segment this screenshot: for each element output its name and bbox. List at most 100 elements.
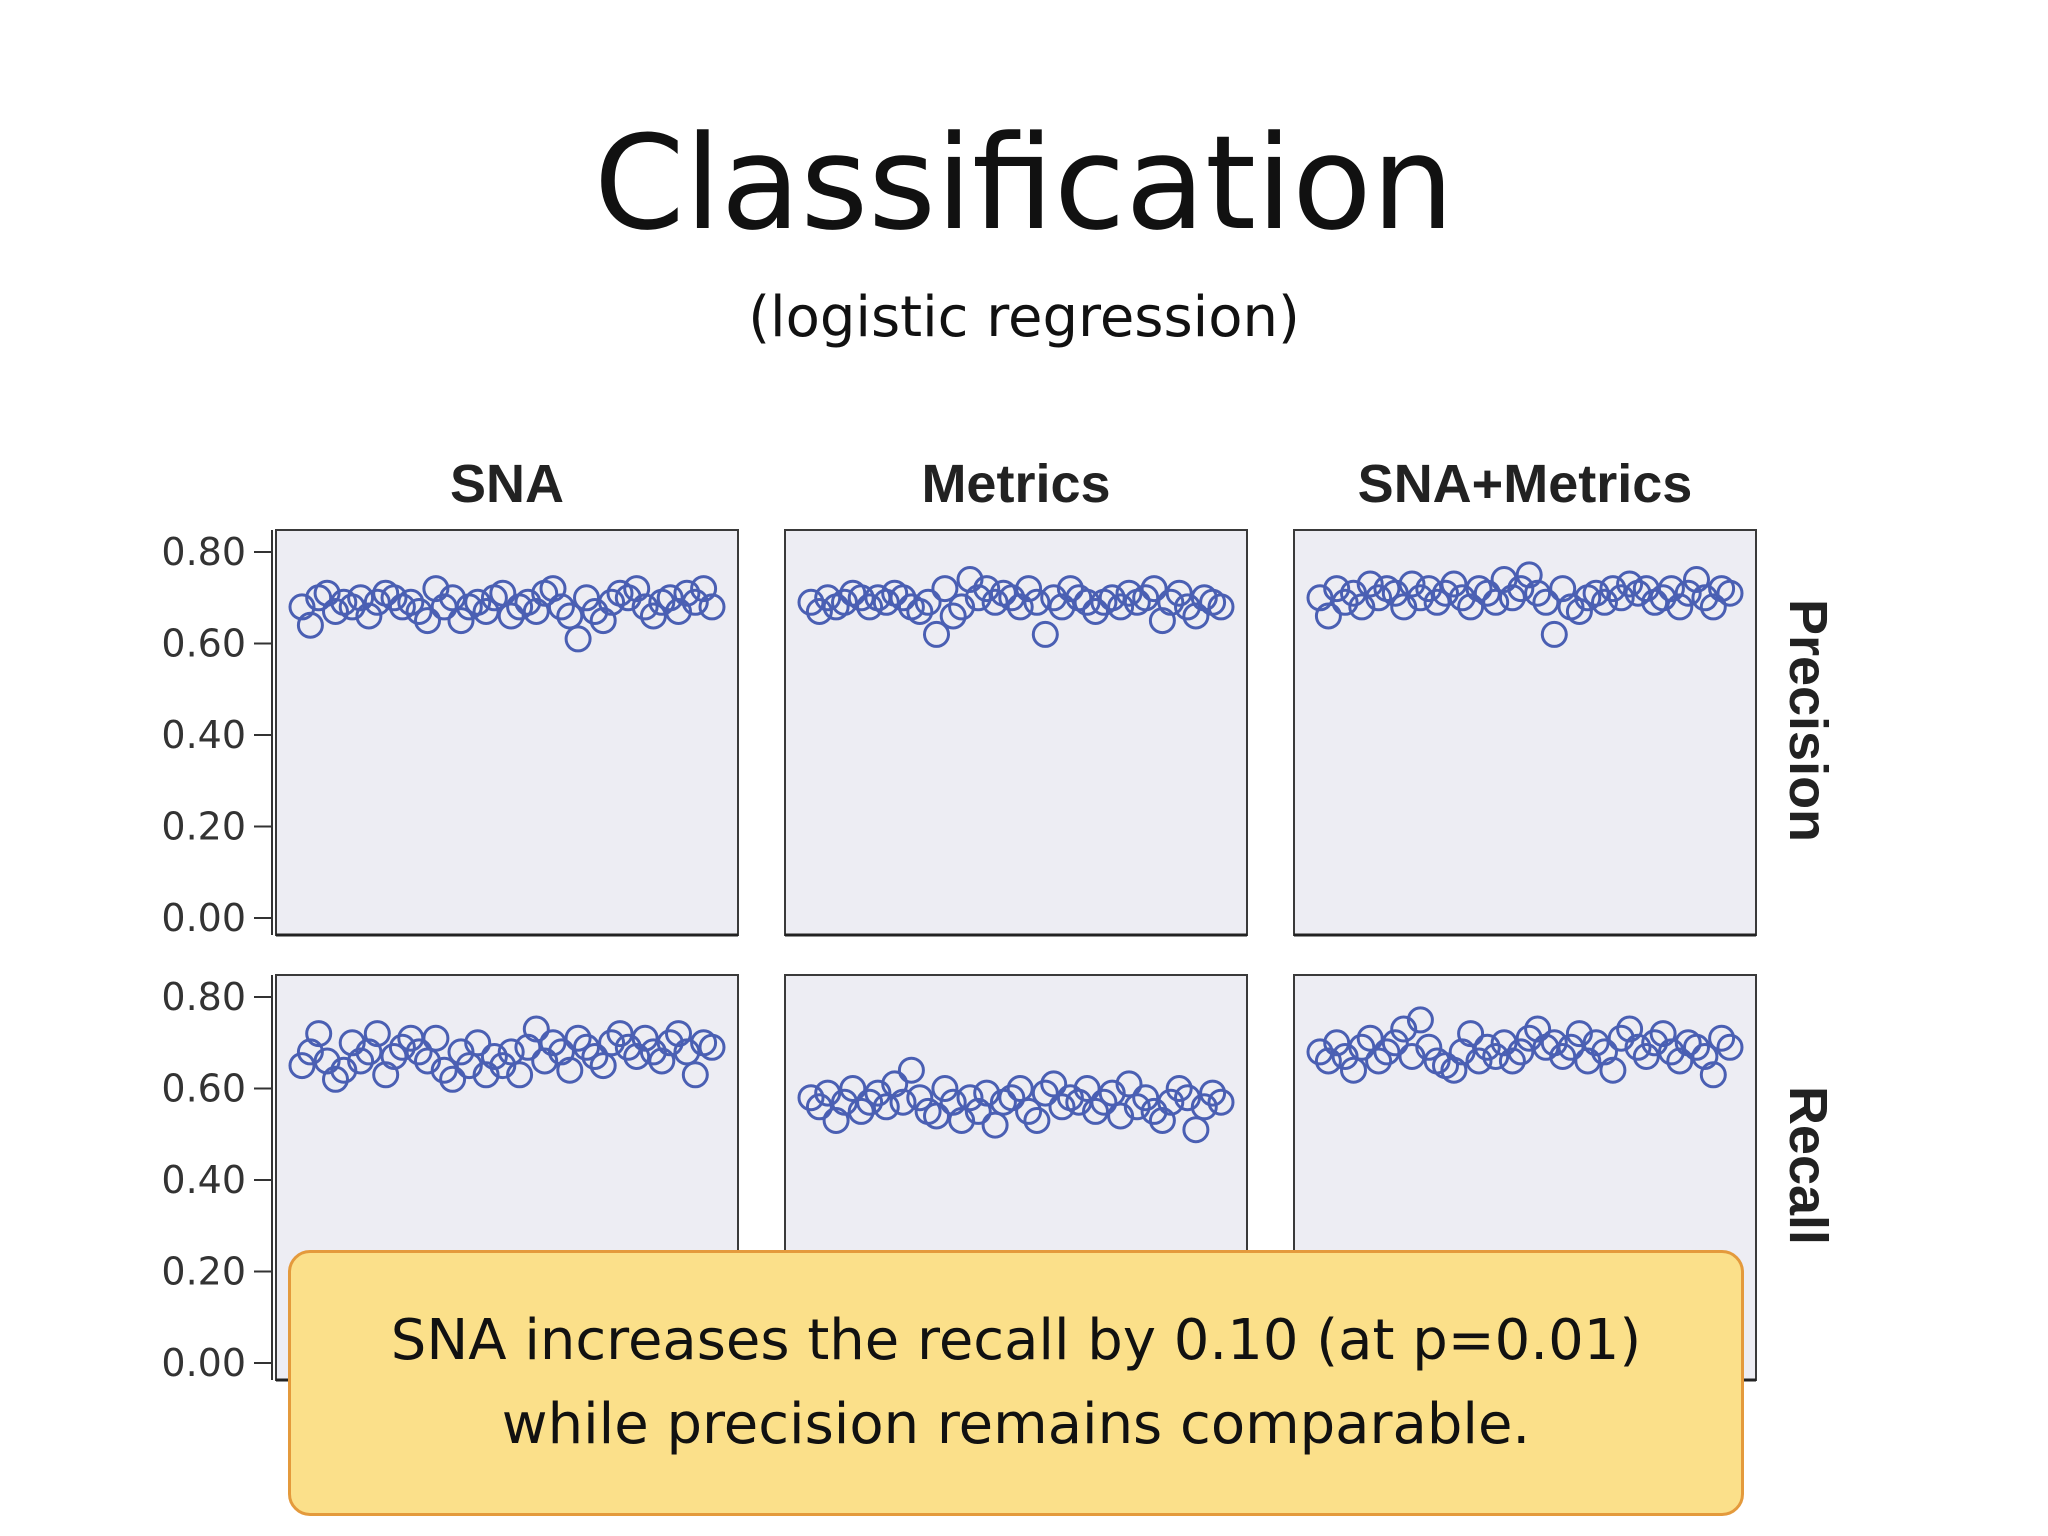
data-point [631, 593, 659, 621]
data-point [1306, 1038, 1334, 1066]
data-point [1540, 620, 1568, 648]
data-point [1140, 1097, 1168, 1125]
y-tick-label: 0.00 [161, 896, 246, 940]
data-point [1082, 598, 1109, 625]
data-point [1015, 575, 1043, 603]
data-point [296, 611, 324, 639]
data-point [1015, 1097, 1043, 1125]
data-point [547, 593, 575, 621]
data-point [1699, 593, 1727, 621]
data-point [1356, 1024, 1384, 1052]
data-point [1415, 1033, 1443, 1061]
data-point [1406, 584, 1434, 612]
data-point [1457, 593, 1485, 621]
data-point [1683, 566, 1710, 593]
data-point [322, 1065, 349, 1093]
data-point [822, 1107, 850, 1134]
data-point [1182, 602, 1210, 630]
data-point [931, 1075, 959, 1102]
data-point [430, 1056, 458, 1084]
data-point [1056, 575, 1084, 603]
data-point [964, 584, 992, 612]
data-point [847, 584, 875, 612]
data-point [539, 575, 567, 603]
data-point [1006, 593, 1034, 621]
data-point [1524, 1015, 1552, 1043]
data-point [931, 575, 959, 603]
data-point [347, 584, 375, 612]
data-point [814, 584, 842, 612]
data-point [1406, 1006, 1434, 1034]
data-point [514, 1033, 542, 1061]
data-point [338, 1029, 366, 1057]
data-point [889, 584, 917, 612]
panel-precision-sna-metrics [1293, 529, 1757, 937]
data-point [1023, 1107, 1051, 1134]
data-point [897, 1056, 925, 1084]
data-point [914, 588, 942, 616]
data-point [1557, 1033, 1585, 1061]
data-point [355, 1038, 383, 1066]
data-point [1165, 1075, 1193, 1102]
data-point [539, 1029, 567, 1057]
data-point [1373, 1038, 1401, 1066]
data-point [1182, 1116, 1210, 1144]
data-point [1591, 1038, 1618, 1066]
data-point [589, 607, 617, 635]
data-point [581, 598, 609, 625]
data-point [388, 1033, 416, 1061]
data-point [1524, 579, 1552, 607]
data-point [1048, 1093, 1076, 1121]
data-point [1165, 579, 1193, 607]
data-point [614, 584, 642, 612]
data-point [1023, 588, 1051, 616]
data-point [1107, 593, 1135, 621]
data-point [497, 602, 525, 630]
data-point [347, 1047, 375, 1075]
data-point [322, 598, 349, 625]
data-point [447, 607, 475, 635]
data-point [1314, 602, 1342, 630]
data-point [1132, 1084, 1160, 1112]
data-point [598, 588, 626, 616]
data-point [1048, 593, 1076, 621]
data-point [923, 620, 950, 648]
data-point [948, 593, 976, 621]
data-point [1657, 1038, 1685, 1066]
data-point [1448, 1038, 1476, 1066]
data-point [805, 1093, 833, 1121]
data-point [906, 1084, 934, 1112]
data-point [681, 1061, 709, 1089]
data-point [998, 584, 1026, 612]
data-point [1532, 588, 1560, 616]
data-point [856, 1088, 884, 1116]
data-point [1607, 584, 1635, 612]
data-point [948, 1107, 976, 1134]
data-point [1565, 1020, 1593, 1048]
data-point [1641, 1029, 1669, 1057]
data-point [1174, 1084, 1201, 1112]
data-point [589, 1052, 617, 1080]
panel-precision-sna [275, 529, 739, 937]
data-point [1365, 1047, 1393, 1075]
data-point [864, 1079, 892, 1107]
callout-line-2: while precision remains comparable. [501, 1392, 1531, 1457]
column-title-sna: SNA [450, 454, 564, 514]
data-point [305, 1020, 333, 1048]
data-point [847, 1097, 875, 1125]
data-point [1716, 579, 1744, 607]
data-point [1616, 570, 1644, 598]
callout-line-1: SNA increases the recall by 0.10 (at p=0… [390, 1308, 1642, 1373]
data-point [673, 1038, 701, 1066]
data-point [1632, 1043, 1660, 1070]
data-point [506, 1061, 534, 1089]
data-point [522, 1015, 550, 1043]
data-point [623, 575, 651, 603]
data-point [1098, 1079, 1126, 1107]
data-point [1381, 1029, 1409, 1057]
data-point [422, 1024, 450, 1052]
y-tick-label: 0.00 [161, 1341, 246, 1385]
data-point [1507, 1038, 1535, 1066]
slide-subtitle: (logistic regression) [748, 285, 1300, 350]
data-point [1115, 579, 1143, 607]
